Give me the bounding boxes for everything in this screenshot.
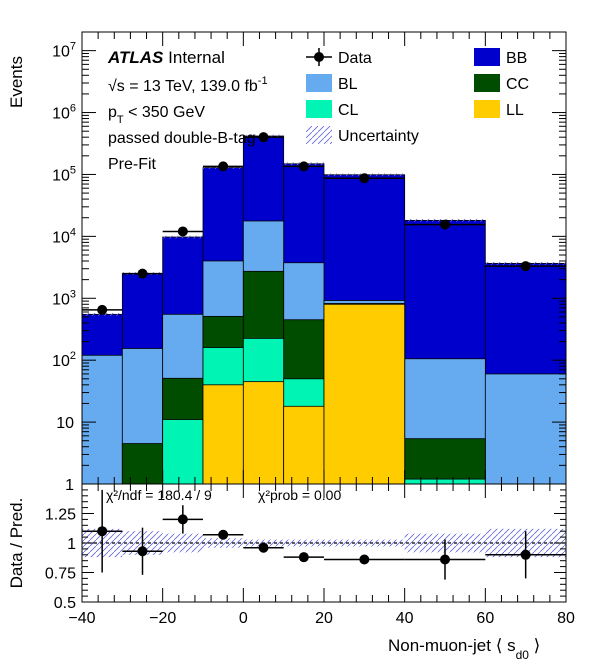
ratio-unc-band-5 <box>283 539 324 547</box>
legend-cc-swatch <box>474 74 500 92</box>
data-point-5 <box>298 161 309 172</box>
ratio-point-4 <box>258 542 269 553</box>
energy-label: √s = 13 TeV, 139.0 fb-1 <box>108 75 268 95</box>
legend-data-marker <box>314 52 324 62</box>
bar-cl-bin-7 <box>404 478 486 485</box>
y-tick-label-6: 106 <box>52 103 76 123</box>
ratio-y-tick-label-0: 0.5 <box>54 595 76 612</box>
x-tick-label-5: 60 <box>476 610 494 627</box>
y-tick-label-1: 10 <box>56 415 74 432</box>
ratio-point-3 <box>218 529 229 540</box>
legend-ll-swatch <box>474 100 500 118</box>
ratio-panel: 0.5 0.75 1 1.25 −40 −20 0 20 40 60 80 <box>45 483 575 627</box>
y-tick-label-2: 102 <box>52 350 76 370</box>
y-tick-label-5: 105 <box>52 164 76 184</box>
x-axis-label: Non-muon-jet ⟨ sd0 ⟩ <box>388 636 540 662</box>
ratio-point-1 <box>137 546 148 557</box>
legend-bl-label: BL <box>338 76 358 93</box>
legend-bb-swatch <box>474 48 500 66</box>
bar-bl-bin-8 <box>484 373 567 485</box>
ratio-y-axis-label: Data / Pred. <box>7 498 26 589</box>
data-point-6 <box>359 173 370 184</box>
x-tick-label-2: 0 <box>239 610 248 627</box>
uncertainty-band-bin-2 <box>162 235 203 239</box>
ratio-point-5 <box>298 552 309 563</box>
bar-bl-bin-0 <box>81 354 123 485</box>
bar-cl-bin-2 <box>162 419 204 485</box>
chi2-prob-label: χ²prob = 0.00 <box>258 487 341 503</box>
legend-bl-swatch <box>306 74 332 92</box>
bar-ll-bin-4 <box>242 381 285 485</box>
data-point-3 <box>218 161 229 172</box>
legend-cl-label: CL <box>338 102 359 119</box>
legend: Data BB BL CC CL LL Uncertainty <box>306 48 529 145</box>
data-point-8 <box>520 261 531 272</box>
ratio-point-0 <box>97 526 108 537</box>
x-tick-label-6: 80 <box>557 610 575 627</box>
y-tick-label-3: 103 <box>52 288 76 308</box>
ratio-unc-band-2 <box>162 533 203 553</box>
x-tick-label-3: 20 <box>315 610 333 627</box>
ratio-point-8 <box>520 549 531 560</box>
fit-label: Pre-Fit <box>108 156 157 173</box>
data-point-4 <box>258 132 269 143</box>
bar-ll-bin-3 <box>202 384 244 485</box>
main-panel: 1 10 102 103 104 105 106 107 <box>52 31 567 494</box>
chi2-label: χ²/ndf = 180.4 / 9 <box>106 487 212 503</box>
ratio-point-2 <box>177 514 188 525</box>
ratio-point-6 <box>359 554 370 565</box>
tag-label: passed double-B-tag <box>108 130 256 147</box>
y-tick-label-0: 1 <box>65 477 74 494</box>
ratio-y-tick-label-3: 1.25 <box>45 507 76 524</box>
x-tick-label-0: −40 <box>68 610 95 627</box>
legend-ll-label: LL <box>506 102 524 119</box>
y-axis-label: Events <box>7 56 26 108</box>
atlas-label: ATLAS Internal <box>107 48 225 67</box>
data-point-2 <box>177 226 188 237</box>
x-tick-label-4: 40 <box>396 610 414 627</box>
ratio-unc-band-3 <box>203 538 244 548</box>
legend-cc-label: CC <box>506 76 529 93</box>
bar-cc-bin-1 <box>121 443 164 485</box>
bar-ll-bin-6 <box>323 303 406 485</box>
legend-uncertainty-swatch <box>306 126 332 144</box>
ratio-y-tick-label-1: 0.75 <box>45 566 76 583</box>
annotation-texts: Events Data / Pred. Non-muon-jet ⟨ sd0 ⟩… <box>7 48 540 662</box>
data-point-7 <box>440 219 450 230</box>
ratio-y-tick-label-2: 1 <box>67 536 76 553</box>
bar-cc-bin-7 <box>404 438 486 485</box>
legend-cl-swatch <box>306 100 332 118</box>
y-tick-label-7: 107 <box>52 41 76 61</box>
data-point-1 <box>137 268 148 279</box>
legend-data-label: Data <box>338 50 372 67</box>
pt-label: pT < 350 GeV <box>108 104 205 126</box>
ratio-point-7 <box>440 554 450 565</box>
bar-ll-bin-5 <box>283 405 325 485</box>
y-tick-label-4: 104 <box>52 226 76 246</box>
legend-bb-label: BB <box>506 50 527 67</box>
legend-uncertainty-label: Uncertainty <box>338 128 419 145</box>
data-point-0 <box>97 304 108 315</box>
x-tick-label-1: −20 <box>149 610 176 627</box>
